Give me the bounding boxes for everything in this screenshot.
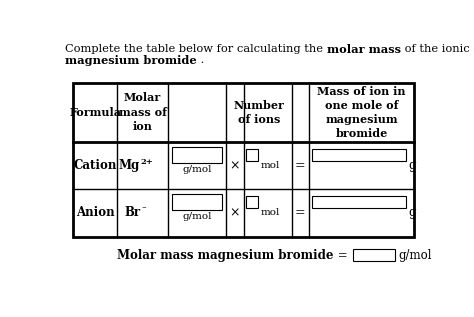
Text: Complete the table below for calculating the: Complete the table below for calculating…: [65, 44, 327, 54]
Text: mol: mol: [261, 161, 280, 170]
Text: ×: ×: [229, 159, 240, 172]
Bar: [312, 149, 406, 161]
Text: magnesium bromide: magnesium bromide: [65, 55, 197, 66]
Text: ⁻: ⁻: [141, 205, 146, 214]
Bar: [312, 196, 406, 208]
Text: g/mol: g/mol: [399, 249, 432, 262]
Text: Anion: Anion: [76, 206, 115, 219]
Text: mol: mol: [261, 208, 280, 217]
Text: Cation: Cation: [73, 159, 117, 172]
Text: Mg: Mg: [118, 159, 139, 172]
Text: Molar mass magnesium bromide: Molar mass magnesium bromide: [118, 249, 334, 262]
Bar: [172, 147, 222, 163]
Bar: [246, 196, 258, 208]
Text: Molar
mass of
ion: Molar mass of ion: [118, 92, 166, 133]
Text: ×: ×: [229, 206, 240, 219]
Text: Mass of ion in
one mole of
magnesium
bromide: Mass of ion in one mole of magnesium bro…: [317, 86, 406, 139]
Text: g: g: [409, 159, 416, 172]
Text: of the ionic compound: of the ionic compound: [401, 44, 474, 54]
Bar: [353, 249, 395, 261]
Text: .: .: [197, 55, 204, 65]
Text: =: =: [295, 206, 306, 219]
Text: g: g: [409, 206, 416, 219]
Bar: [246, 149, 258, 161]
Text: g/mol: g/mol: [182, 212, 211, 221]
Bar: [172, 194, 222, 210]
Text: Number
of ions: Number of ions: [233, 100, 284, 125]
Bar: [73, 83, 414, 237]
Text: Formula: Formula: [69, 107, 121, 118]
Text: =: =: [334, 249, 351, 262]
Text: 2+: 2+: [140, 158, 153, 166]
Text: Br: Br: [124, 206, 140, 219]
Text: g/mol: g/mol: [182, 165, 211, 174]
Text: =: =: [295, 159, 306, 172]
Text: molar mass: molar mass: [327, 44, 401, 55]
